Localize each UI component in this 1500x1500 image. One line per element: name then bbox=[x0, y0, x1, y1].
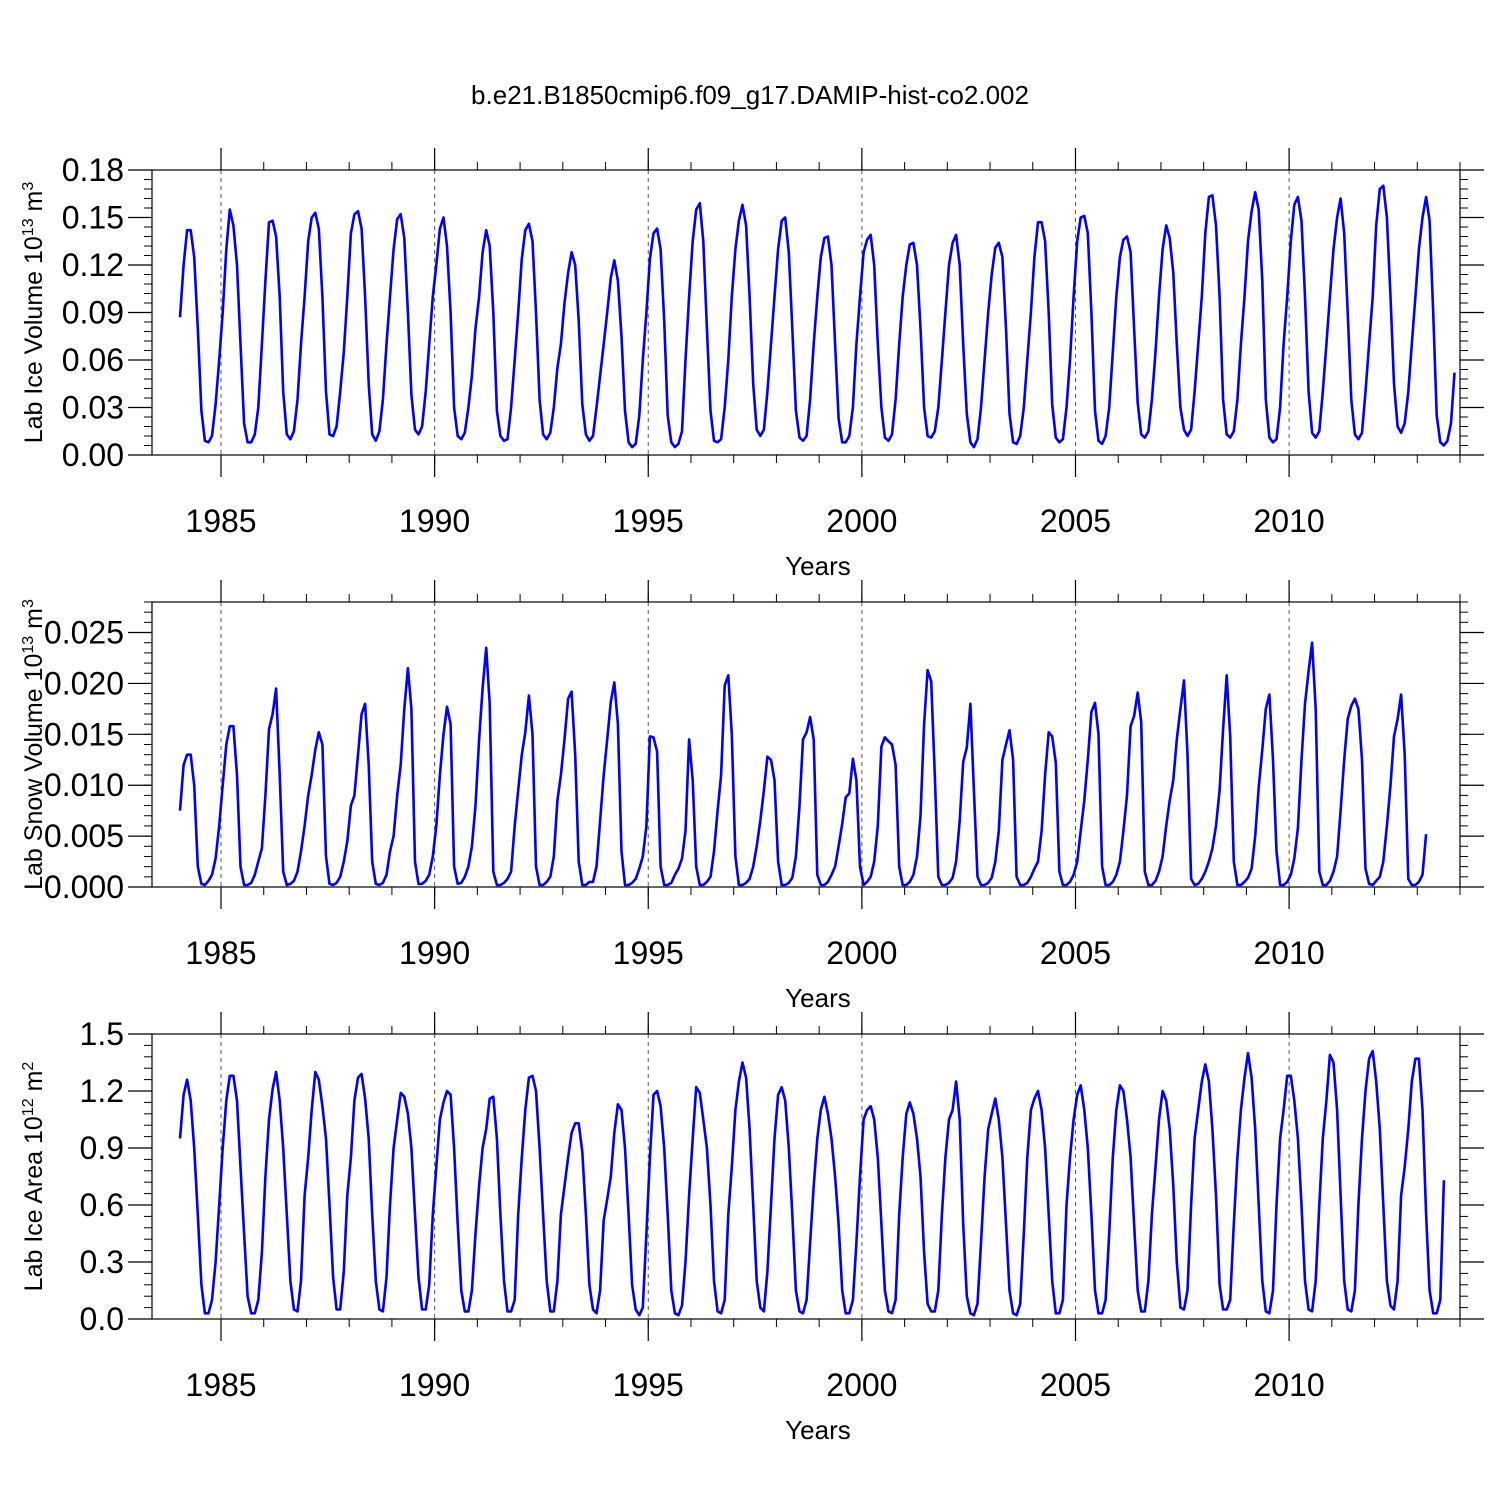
y-tick-label: 0.6 bbox=[80, 1187, 124, 1223]
y-axis-label: Lab Ice Area 1012 m2 bbox=[20, 1062, 48, 1292]
chart-panel-3: 0.0 0.3 0.6 0.9 1.2 1.5 1985 1990 1995 2000 2005 20… bbox=[20, 1012, 1484, 1445]
y-tick-label: 0.010 bbox=[44, 767, 124, 803]
y-label-text: Lab Ice Volume 10 bbox=[20, 236, 48, 443]
chart-panel-2: 0.000 0.005 0.010 0.015 0.020 0.025 1985 1990 19… bbox=[20, 580, 1484, 1013]
series-line bbox=[178, 184, 1456, 449]
y-axis-label: Lab Snow Volume 1013 m3 bbox=[20, 599, 48, 890]
x-tick-label: 2010 bbox=[1254, 935, 1325, 971]
x-axis-label: Years bbox=[785, 551, 851, 581]
y-label-unit: m bbox=[20, 191, 48, 219]
x-tick-label: 1990 bbox=[399, 1367, 470, 1403]
y-label-unit-exponent: 2 bbox=[20, 1062, 37, 1071]
y-tick-label: 0.020 bbox=[44, 665, 124, 701]
y-tick-label: 0.18 bbox=[62, 152, 124, 188]
y-tick-label: 0.15 bbox=[62, 200, 124, 236]
x-tick-label: 2010 bbox=[1254, 1367, 1325, 1403]
x-tick-label: 1985 bbox=[185, 935, 256, 971]
x-tick-label: 2005 bbox=[1040, 935, 1111, 971]
x-tick-label: 2000 bbox=[826, 503, 897, 539]
x-tick-label: 2000 bbox=[826, 935, 897, 971]
y-tick-label: 1.5 bbox=[80, 1016, 124, 1052]
y-tick-label: 0.005 bbox=[44, 818, 124, 854]
y-tick-label: 0.025 bbox=[44, 615, 124, 651]
y-tick-label: 0.015 bbox=[44, 716, 124, 752]
x-tick-label: 1995 bbox=[613, 1367, 684, 1403]
y-tick-label: 0.12 bbox=[62, 247, 124, 283]
x-axis-label: Years bbox=[785, 1415, 851, 1445]
y-label-exponent: 12 bbox=[20, 1098, 37, 1116]
y-tick-label: 0.03 bbox=[62, 390, 124, 426]
y-label-unit: m bbox=[20, 1071, 48, 1099]
x-tick-label: 1995 bbox=[613, 935, 684, 971]
series-line bbox=[178, 641, 1428, 887]
y-label-exponent: 13 bbox=[20, 636, 37, 654]
y-tick-label: 0.3 bbox=[80, 1244, 124, 1280]
x-tick-label: 2000 bbox=[826, 1367, 897, 1403]
x-tick-label: 2005 bbox=[1040, 503, 1111, 539]
y-tick-label: 1.2 bbox=[80, 1073, 124, 1109]
y-label-unit: m bbox=[20, 608, 48, 636]
y-label-unit-exponent: 3 bbox=[20, 599, 37, 608]
x-tick-label: 1985 bbox=[185, 503, 256, 539]
y-label-text: Lab Ice Area 10 bbox=[20, 1116, 48, 1291]
x-tick-label: 2005 bbox=[1040, 1367, 1111, 1403]
x-axis-label: Years bbox=[785, 983, 851, 1013]
y-tick-label: 0.0 bbox=[80, 1301, 124, 1337]
plot-frame bbox=[151, 1033, 1461, 1320]
chart-panel-1: 0.00 0.03 0.06 0.09 0.12 0.15 0.18 1985 1990 1995… bbox=[20, 148, 1484, 581]
y-tick-label: 0.9 bbox=[80, 1130, 124, 1166]
x-tick-label: 2010 bbox=[1254, 503, 1325, 539]
y-axis-label: Lab Ice Volume 1013 m3 bbox=[20, 182, 48, 444]
y-tick-label: 0.000 bbox=[44, 869, 124, 905]
y-tick-label: 0.06 bbox=[62, 342, 124, 378]
x-tick-label: 1995 bbox=[613, 503, 684, 539]
y-tick-label: 0.00 bbox=[62, 437, 124, 473]
y-label-unit-exponent: 3 bbox=[20, 182, 37, 191]
x-tick-label: 1985 bbox=[185, 1367, 256, 1403]
x-tick-label: 1990 bbox=[399, 935, 470, 971]
y-label-text: Lab Snow Volume 10 bbox=[20, 654, 48, 890]
chart-title: b.e21.B1850cmip6.f09_g17.DAMIP-hist-co2.… bbox=[471, 80, 1029, 110]
y-label-exponent: 13 bbox=[20, 218, 37, 236]
x-tick-label: 1990 bbox=[399, 503, 470, 539]
series-line bbox=[178, 1049, 1446, 1317]
y-tick-label: 0.09 bbox=[62, 295, 124, 331]
